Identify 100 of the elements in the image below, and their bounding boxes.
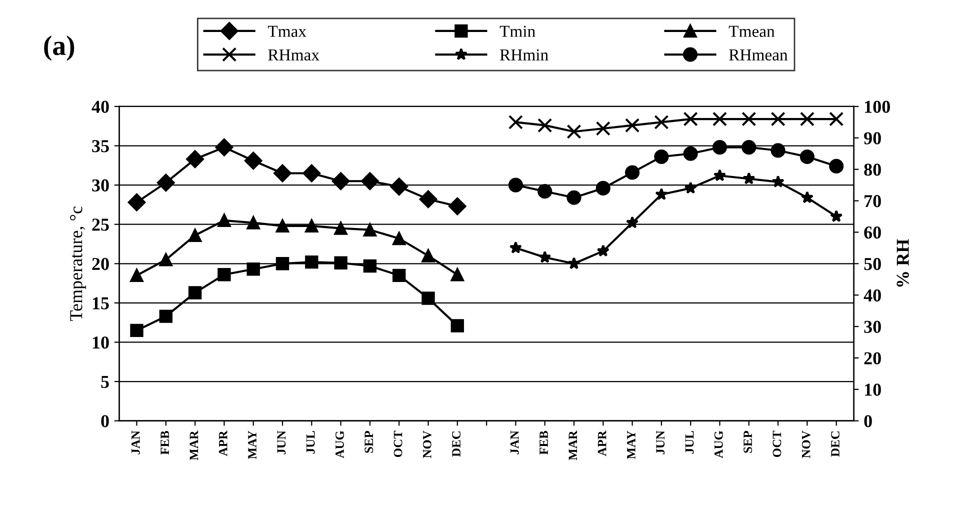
point [450, 268, 464, 282]
point [156, 174, 175, 192]
x-tick-label: MAY [627, 430, 636, 460]
point [538, 118, 552, 133]
point [713, 169, 726, 182]
point [538, 184, 552, 199]
point [215, 138, 234, 156]
legend-label: RHmax [268, 49, 320, 61]
y2-tick-label: 100 [865, 100, 890, 113]
point [654, 114, 669, 130]
point [596, 244, 610, 257]
point [246, 216, 260, 230]
x-tick-label: AUG [714, 430, 723, 458]
legend-label: Tmin [500, 26, 536, 37]
point [742, 172, 756, 184]
y-tick-label: 0 [101, 415, 109, 428]
x-tick-label: APR [218, 430, 228, 456]
y2-tick-label: 10 [865, 384, 881, 396]
point [188, 228, 202, 242]
point [624, 165, 640, 180]
x-tick-label: FEB [160, 430, 169, 455]
point [305, 255, 318, 269]
point [159, 310, 172, 323]
y2-tick-label: 70 [864, 195, 881, 208]
point [159, 253, 172, 266]
point [509, 241, 522, 254]
point [130, 268, 144, 282]
point [538, 250, 552, 263]
point [596, 180, 610, 196]
legend-label: Tmean [728, 26, 775, 37]
point [508, 178, 523, 192]
y-tick-label: 25 [92, 218, 109, 231]
y-tick-label: 10 [92, 336, 109, 349]
x-tick-label: SEP [744, 430, 752, 453]
x-tick-label: JAN [510, 430, 519, 454]
y2-tick-label: 0 [864, 415, 872, 428]
point [128, 193, 146, 212]
point [334, 256, 348, 270]
point [829, 112, 844, 126]
point [800, 191, 814, 204]
point [363, 259, 377, 273]
y2-tick-label: 50 [864, 258, 881, 270]
point [448, 197, 466, 216]
y2-tick-label: 40 [864, 289, 881, 302]
x-tick-label: DEC [831, 431, 840, 457]
point [361, 172, 379, 190]
x-tick-label: JUL [306, 431, 315, 454]
x-tick-label: JUL [685, 431, 694, 454]
y2-tick-label: 80 [864, 164, 881, 176]
x-tick-label: OCT [394, 430, 402, 458]
point [246, 262, 260, 276]
point [770, 112, 786, 126]
point [830, 210, 843, 222]
point [829, 158, 844, 174]
point [305, 219, 318, 233]
point [683, 146, 698, 161]
x-tick-label: MAR [190, 430, 198, 460]
point [186, 150, 204, 168]
text: (a) [44, 36, 74, 61]
point [244, 152, 262, 170]
y-tick-label: 15 [92, 297, 109, 310]
point [742, 112, 756, 126]
point [130, 324, 144, 338]
point [770, 143, 786, 158]
point [188, 286, 202, 300]
x-tick-label: OCT [772, 430, 782, 458]
point [772, 175, 784, 188]
y-tick-label: 30 [92, 179, 109, 192]
y-axis-title: Temperature, °c [70, 206, 86, 321]
legend-label: Tmax [268, 26, 306, 37]
legend-label: RHmin [500, 49, 548, 60]
point [626, 216, 639, 228]
x-tick-label: JAN [131, 430, 140, 454]
point [712, 112, 728, 126]
legend-label: RHmean [729, 49, 788, 61]
point [655, 188, 668, 200]
y2-tick-label: 30 [864, 320, 881, 333]
y-tick-label: 40 [92, 100, 109, 113]
x-tick-label: MAY [248, 430, 256, 460]
x-tick-label: MAR [568, 430, 577, 460]
y2-tick-label: 60 [864, 226, 881, 239]
y2-tick-label: 20 [864, 352, 881, 364]
y-tick-label: 20 [92, 258, 109, 270]
point [684, 182, 697, 194]
y-tick-label: 5 [101, 376, 109, 388]
point [392, 268, 406, 282]
point [363, 223, 377, 236]
x-tick-label: JUN [656, 430, 665, 454]
point [302, 164, 321, 182]
x-tick-label: DEC [452, 431, 461, 457]
point [566, 190, 582, 205]
point [800, 149, 814, 164]
point [334, 222, 348, 235]
point [742, 140, 756, 155]
point [419, 190, 438, 208]
point [508, 114, 523, 130]
x-tick-label: APR [598, 430, 606, 456]
point [422, 249, 435, 262]
y2-axis-title: % RH [896, 239, 909, 287]
point [390, 178, 408, 196]
